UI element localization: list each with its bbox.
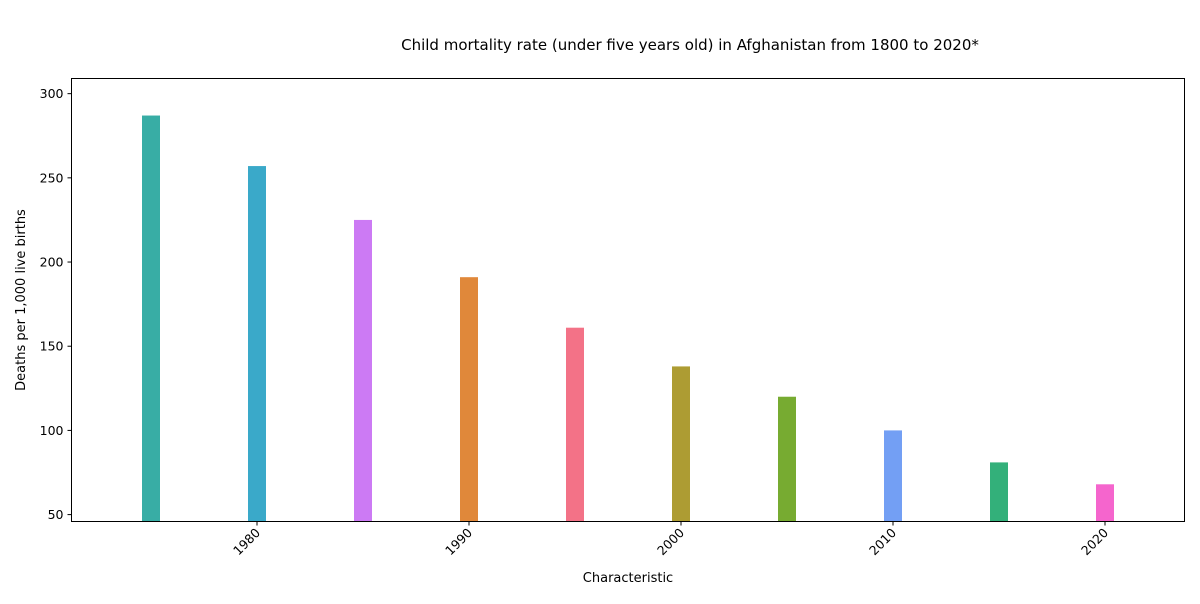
y-tick-label: 250 bbox=[40, 170, 64, 185]
x-tick-label: 1980 bbox=[230, 525, 263, 558]
y-tick-label: 100 bbox=[40, 423, 64, 438]
y-tick-label: 200 bbox=[40, 255, 64, 270]
y-axis-label: Deaths per 1,000 live births bbox=[14, 209, 29, 391]
bar-2020 bbox=[1096, 484, 1114, 522]
y-tick-label: 50 bbox=[48, 507, 64, 522]
bar-1980 bbox=[248, 166, 266, 522]
x-axis-label: Characteristic bbox=[583, 571, 673, 586]
bar-1985 bbox=[354, 219, 372, 522]
y-axis: 50 100 150 200 250 300 bbox=[40, 86, 72, 522]
bar-2015 bbox=[990, 462, 1008, 522]
bar-1990 bbox=[460, 277, 478, 522]
x-tick-label: 2020 bbox=[1078, 525, 1111, 558]
x-tick-label: 2010 bbox=[866, 525, 899, 558]
x-axis: 1980 1990 2000 2010 2020 bbox=[230, 521, 1111, 558]
bar-2005 bbox=[778, 396, 796, 522]
bar-1995 bbox=[566, 327, 584, 522]
bar-1975 bbox=[142, 115, 160, 522]
bars-group bbox=[142, 115, 1114, 522]
plot-frame bbox=[71, 78, 1185, 522]
x-tick-label: 2000 bbox=[654, 525, 687, 558]
x-tick-label: 1990 bbox=[442, 525, 475, 558]
chart-title: Child mortality rate (under five years o… bbox=[401, 36, 979, 54]
y-tick-label: 150 bbox=[40, 339, 64, 354]
bar-2000 bbox=[672, 366, 690, 522]
y-tick-label: 300 bbox=[40, 86, 64, 101]
bar-2010 bbox=[884, 430, 902, 522]
